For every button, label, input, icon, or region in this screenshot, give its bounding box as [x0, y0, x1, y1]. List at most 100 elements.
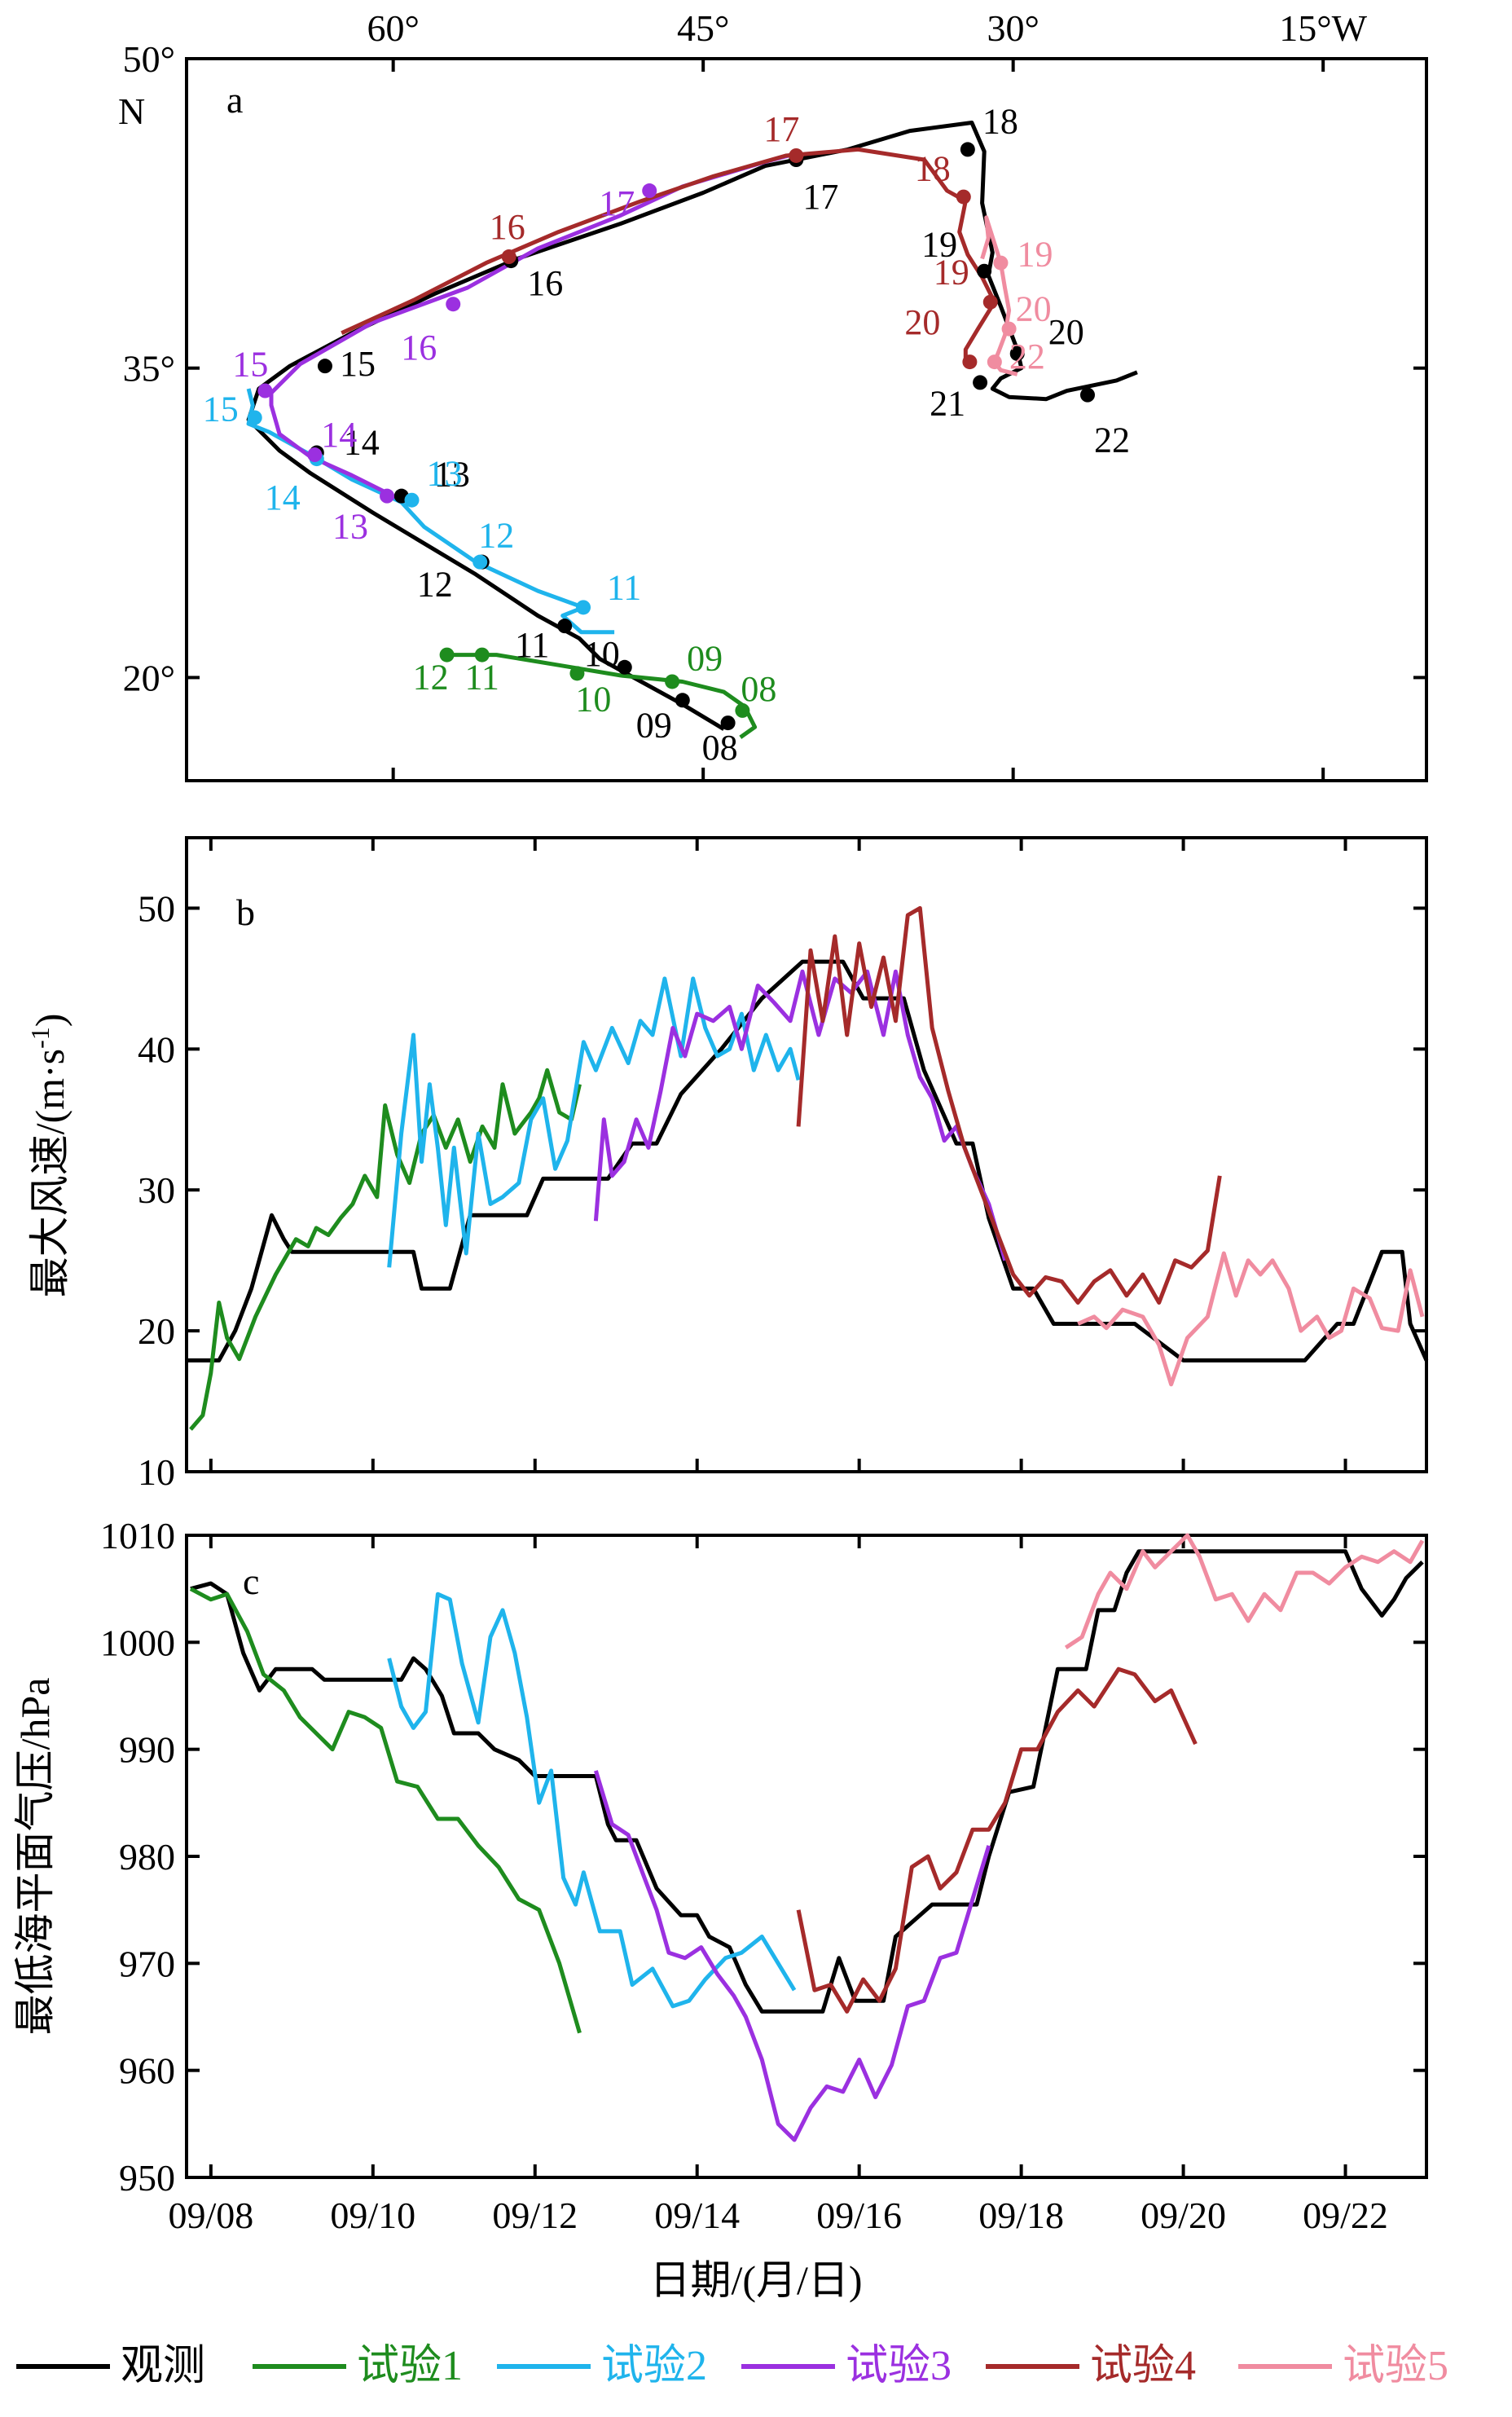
- a-point-exp5-22: [987, 354, 1002, 370]
- a-point-label-exp5: 19: [1017, 235, 1053, 275]
- a-point-exp1-08: [735, 702, 750, 718]
- a-point-obs-08: [720, 715, 736, 731]
- a-xtick-label: 30°: [987, 7, 1039, 49]
- a-point-label-exp3: 15: [232, 345, 268, 385]
- a-point-label-obs: 18: [982, 101, 1018, 141]
- panel-b-ylabel-sup: -1: [25, 1027, 55, 1049]
- a-point-label-exp4: 20: [904, 302, 940, 342]
- a-point-label-obs: 17: [802, 177, 838, 217]
- a-point-label-exp3: 14: [321, 415, 357, 455]
- a-ytick-label: 20°: [123, 657, 175, 698]
- a-xtick-label: 15°W: [1279, 7, 1367, 49]
- a-point-label-obs: 22: [1094, 420, 1130, 460]
- panel-b-frame: [185, 836, 1428, 1473]
- c-ytick-label: 970: [119, 1943, 175, 1984]
- panel-b-label: b: [236, 892, 255, 933]
- legend-label-obs: 观测: [121, 2343, 205, 2389]
- a-point-obs-10: [617, 659, 632, 675]
- c-ytick-label: 960: [119, 2050, 175, 2092]
- legend-label-exp4: 试验4: [1090, 2343, 1196, 2389]
- a-point-exp1-12: [439, 647, 455, 663]
- a-point-label-exp2: 11: [607, 567, 641, 607]
- a-point-exp2-15: [247, 410, 262, 425]
- a-point-exp1-10: [569, 666, 585, 681]
- a-point-exp3-17: [642, 183, 657, 199]
- c-xtick-label: 09/20: [1141, 2195, 1226, 2236]
- a-point-exp1-09: [665, 674, 680, 689]
- b-ytick-label: 20: [138, 1310, 175, 1352]
- legend: 观测 试验1 试验2 试验3 试验4 试验5: [16, 2343, 1448, 2389]
- a-point-label-exp4: 18: [915, 149, 951, 189]
- panel-c-ylabel: 最低海平面气压/hPa: [12, 1678, 58, 2036]
- b-series-exp3: [593, 969, 1008, 1261]
- a-track-exp4: [341, 147, 997, 364]
- a-point-label-obs: 09: [636, 705, 672, 745]
- a-point-label-exp4: 17: [763, 109, 799, 149]
- a-point-exp5-20: [1001, 321, 1017, 337]
- a-point-label-obs: 14: [344, 423, 380, 463]
- a-point-label-exp3: 17: [599, 183, 635, 223]
- a-point-label-exp1: 10: [575, 679, 611, 719]
- a-point-exp3-15: [257, 383, 273, 398]
- a-point-label-exp3: 13: [332, 507, 368, 547]
- a-track-exp2: [246, 388, 615, 635]
- c-xtick-label: 09/08: [168, 2195, 253, 2236]
- a-ytick-extra-label: N: [118, 90, 145, 132]
- b-series-exp5: [1077, 1251, 1425, 1387]
- c-xtick-label: 09/12: [492, 2195, 578, 2236]
- a-point-label-obs: 13: [434, 455, 470, 495]
- a-point-label-obs: 08: [702, 728, 738, 768]
- panel-a-frame: [185, 57, 1428, 782]
- b-series-exp1: [189, 1068, 582, 1431]
- b-series-exp2: [387, 976, 801, 1268]
- panel-c-min-slp: 950 960 970 980 990 1000 1010 09/08 09/10 09/12 09…: [12, 1515, 1428, 2303]
- c-xtick-label: 09/10: [330, 2195, 415, 2236]
- legend-label-exp1: 试验1: [357, 2343, 463, 2389]
- panel-c-frame: [185, 1534, 1428, 2179]
- b-ytick-label: 50: [138, 887, 175, 929]
- panel-b-max-wind: 10 20 30 40 50 b 最大风速/(m·s-1): [25, 836, 1429, 1493]
- panel-b-series: [187, 905, 1429, 1431]
- a-point-label-exp2: 12: [478, 516, 514, 556]
- legend-label-exp3: 试验3: [846, 2343, 952, 2389]
- panel-c-series: [189, 1533, 1425, 2142]
- c-ytick-label: 950: [119, 2157, 175, 2199]
- a-point-exp4-17: [789, 147, 804, 163]
- a-point-label-exp4: 16: [490, 207, 525, 247]
- b-ytick-label: 40: [138, 1028, 175, 1070]
- a-ytick-label: 35°: [123, 348, 175, 390]
- a-ytick-label: 50°: [123, 38, 175, 80]
- a-point-label-obs: 10: [584, 634, 620, 674]
- a-point-exp2-11: [576, 600, 591, 615]
- panel-a-track-map: 60° 45° 30° 15°W50°35°20°N 0809101112131415…: [118, 7, 1428, 782]
- a-point-label-exp4: 19: [934, 253, 969, 293]
- a-point-label-exp1: 08: [741, 669, 776, 709]
- panel-b-ylabel-tail: ): [27, 1014, 73, 1028]
- a-point-exp4-19: [982, 294, 998, 310]
- b-series-exp4: [796, 905, 1222, 1305]
- a-point-label-obs: 16: [527, 263, 563, 303]
- c-ytick-label: 980: [119, 1836, 175, 1878]
- a-point-exp3-16: [446, 297, 461, 312]
- c-xtick-label: 09/14: [654, 2195, 740, 2236]
- a-point-obs-11: [557, 619, 573, 634]
- c-series-exp1: [189, 1587, 582, 2034]
- c-xtick-label: 09/16: [816, 2195, 902, 2236]
- a-point-label-exp3: 16: [401, 328, 437, 368]
- a-point-obs-21: [973, 375, 988, 390]
- panel-b-ylabel-main: 最大风速/(m·s: [27, 1049, 73, 1298]
- a-point-obs-15: [317, 359, 332, 374]
- a-track-exp1: [445, 653, 758, 739]
- a-point-label-obs: 19: [921, 225, 957, 265]
- a-point-obs-19: [977, 263, 992, 279]
- a-point-exp4-20: [962, 354, 978, 370]
- c-xtick-label: 09/22: [1303, 2195, 1388, 2236]
- a-point-obs-18: [960, 142, 975, 157]
- legend-label-exp2: 试验2: [601, 2343, 707, 2389]
- b-ytick-label: 30: [138, 1169, 175, 1211]
- a-point-label-obs: 20: [1048, 312, 1084, 352]
- a-xtick-label: 45°: [677, 7, 729, 49]
- a-xtick-label: 60°: [367, 7, 419, 49]
